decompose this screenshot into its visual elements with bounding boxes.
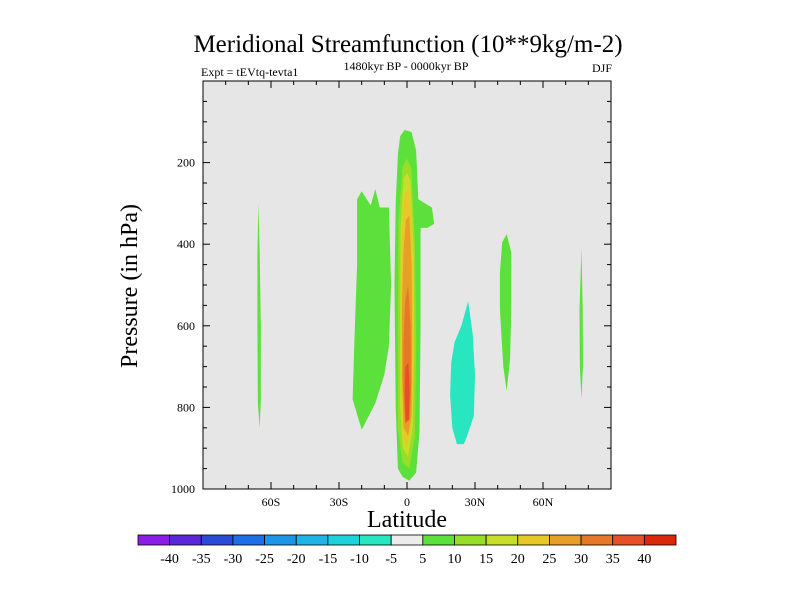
colorbar-label: 40 xyxy=(637,552,651,567)
contour-band-60s xyxy=(257,203,261,428)
colorbar-label: 30 xyxy=(574,552,588,567)
contour-regions xyxy=(257,130,583,481)
colorbar-label: -35 xyxy=(192,552,211,567)
colorbar-box xyxy=(485,534,519,546)
colorbar-label: -15 xyxy=(319,552,338,567)
y-tick-label: 600 xyxy=(177,319,195,333)
colorbar-box xyxy=(264,534,297,546)
colorbar-label: -5 xyxy=(385,552,397,567)
experiment-label: Expt = tEVtq-tevta1 xyxy=(201,65,298,79)
colorbar-label: -20 xyxy=(287,552,306,567)
colorbar-label: -10 xyxy=(350,552,369,567)
y-tick-label: 800 xyxy=(177,400,195,414)
x-tick-label: 60N xyxy=(533,495,554,509)
contour-band-70n xyxy=(579,248,583,400)
colorbar-label: -25 xyxy=(255,552,274,567)
colorbar-box xyxy=(327,534,360,546)
colorbar-label: -40 xyxy=(160,552,179,567)
period-label: 1480kyr BP - 0000kyr BP xyxy=(344,59,469,73)
y-tick-label: 200 xyxy=(177,156,195,170)
y-axis-label: Pressure (in hPa) xyxy=(117,204,143,368)
colorbar-box xyxy=(232,534,265,546)
colorbar: -40 -35 -30 -25 -20 -15 -10 -5 5 10 15 20 25 30 35 40 xyxy=(137,534,677,567)
contour-region-nh-negative xyxy=(450,301,475,445)
contour-region-nh-40 xyxy=(499,234,512,392)
chart-title: Meridional Streamfunction (10**9kg/m-2) xyxy=(193,31,622,58)
y-tick-label: 400 xyxy=(177,237,195,251)
colorbar-box xyxy=(580,534,614,546)
x-axis-label: Latitude xyxy=(367,507,447,533)
colorbar-label: 10 xyxy=(448,552,462,567)
colorbar-box xyxy=(390,534,424,546)
colorbar-label: 15 xyxy=(479,552,493,567)
colorbar-box xyxy=(454,534,487,546)
contour-region-left xyxy=(352,189,392,430)
contour-region-central-35 xyxy=(404,362,410,422)
x-tick-label: 30S xyxy=(330,495,349,509)
colorbar-box xyxy=(643,534,677,546)
y-tick-label: 1000 xyxy=(171,482,195,496)
colorbar-label: 35 xyxy=(606,552,620,567)
colorbar-label: 20 xyxy=(511,552,525,567)
colorbar-box xyxy=(422,534,455,546)
colorbar-box xyxy=(137,534,171,546)
colorbar-box xyxy=(200,534,234,546)
colorbar-box xyxy=(169,534,202,546)
colorbar-box xyxy=(359,534,392,546)
colorbar-box xyxy=(549,534,582,546)
x-tick-label: 30N xyxy=(465,495,486,509)
axis-ticks: 60S 30S 0 30N 60N 200 400 600 800 1000 xyxy=(171,81,611,509)
colorbar-label: -30 xyxy=(224,552,243,567)
colorbar-label: 25 xyxy=(542,552,556,567)
colorbar-box xyxy=(612,534,645,546)
x-tick-label: 0 xyxy=(404,495,410,509)
season-label: DJF xyxy=(592,61,612,75)
colorbar-box xyxy=(517,534,550,546)
colorbar-box xyxy=(295,534,329,546)
colorbar-label: 5 xyxy=(419,552,426,567)
x-tick-label: 60S xyxy=(262,495,281,509)
